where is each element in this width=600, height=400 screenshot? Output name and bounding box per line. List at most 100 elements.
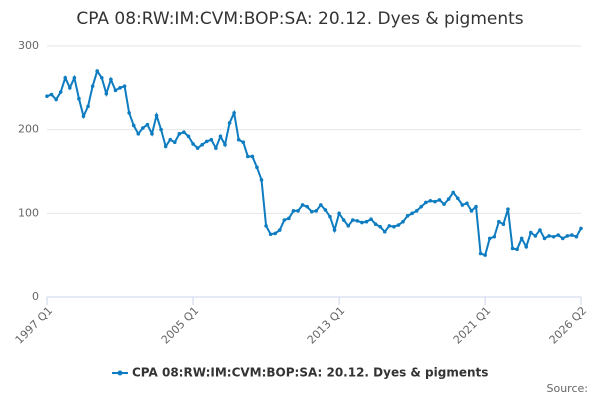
point: [54, 97, 58, 102]
point: [309, 209, 314, 214]
point: [122, 84, 127, 88]
point: [141, 126, 145, 130]
point: [81, 114, 86, 119]
point: [195, 146, 200, 150]
point: [246, 154, 250, 159]
point: [150, 132, 154, 136]
point: [501, 222, 506, 227]
point: [291, 209, 296, 213]
legend-label: CPA 08:RW:IM:CVM:BOP:SA: 20.12. Dyes & p…: [132, 366, 488, 380]
point: [186, 134, 191, 139]
point: [145, 122, 150, 127]
x-tick-label: 2013 Q1: [305, 304, 348, 347]
point: [551, 234, 556, 239]
point: [236, 137, 241, 142]
point: [373, 222, 378, 227]
point: [401, 219, 405, 224]
point: [163, 144, 168, 149]
point: [191, 142, 195, 146]
point: [560, 236, 565, 241]
point: [109, 77, 113, 82]
point: [405, 214, 410, 218]
point: [328, 214, 332, 219]
point: [538, 228, 542, 232]
point: [209, 137, 214, 142]
point: [506, 207, 510, 211]
y-tick-label: 100: [18, 206, 39, 219]
point: [305, 204, 309, 209]
point: [547, 234, 551, 238]
x-tick-label: 2026 Q2: [547, 304, 590, 347]
point: [378, 224, 382, 229]
point: [127, 111, 131, 115]
point: [478, 251, 483, 256]
point: [465, 201, 469, 206]
point: [131, 123, 136, 128]
point: [241, 140, 246, 145]
point: [268, 232, 273, 237]
point: [442, 202, 446, 206]
point: [424, 200, 428, 205]
point: [118, 86, 122, 90]
point: [182, 130, 186, 134]
series-line: [46, 68, 582, 257]
point: [528, 230, 533, 235]
point: [323, 208, 328, 212]
point: [487, 236, 492, 241]
point: [369, 217, 373, 221]
point: [200, 142, 204, 147]
point: [533, 234, 538, 238]
point: [455, 196, 460, 201]
point: [113, 88, 118, 93]
point: [387, 224, 392, 228]
x-tick-label: 1997 Q1: [13, 304, 56, 347]
point: [77, 96, 81, 101]
point: [90, 84, 95, 88]
point: [414, 209, 419, 213]
y-tick-label: 0: [32, 290, 39, 303]
point: [428, 198, 433, 203]
point: [519, 236, 524, 241]
point: [451, 190, 456, 195]
point: [579, 226, 583, 231]
point: [259, 178, 264, 182]
point: [392, 224, 396, 229]
point: [410, 211, 414, 216]
point: [332, 228, 337, 232]
point: [355, 219, 360, 223]
point: [95, 69, 100, 73]
point: [574, 234, 579, 239]
point: [177, 132, 182, 136]
point: [437, 198, 442, 202]
point: [337, 211, 341, 216]
point: [565, 234, 570, 238]
point: [68, 86, 72, 90]
point: [287, 216, 291, 221]
y-tick-label: 300: [18, 39, 39, 52]
point: [255, 165, 259, 170]
point: [460, 203, 465, 207]
point: [250, 154, 255, 159]
point: [277, 228, 282, 232]
point: [86, 104, 90, 109]
point: [49, 92, 54, 97]
point: [346, 224, 351, 228]
point: [469, 209, 474, 213]
point: [360, 220, 364, 225]
point: [214, 146, 218, 150]
point: [492, 234, 497, 239]
point: [204, 139, 209, 144]
point: [382, 229, 387, 234]
point: [232, 111, 236, 115]
point: [350, 218, 355, 222]
point: [364, 219, 369, 224]
point: [72, 75, 77, 80]
point: [264, 224, 268, 228]
point: [227, 121, 232, 125]
point: [159, 127, 163, 132]
point: [446, 197, 451, 201]
point: [570, 233, 574, 237]
point: [474, 204, 478, 209]
point: [556, 233, 560, 237]
